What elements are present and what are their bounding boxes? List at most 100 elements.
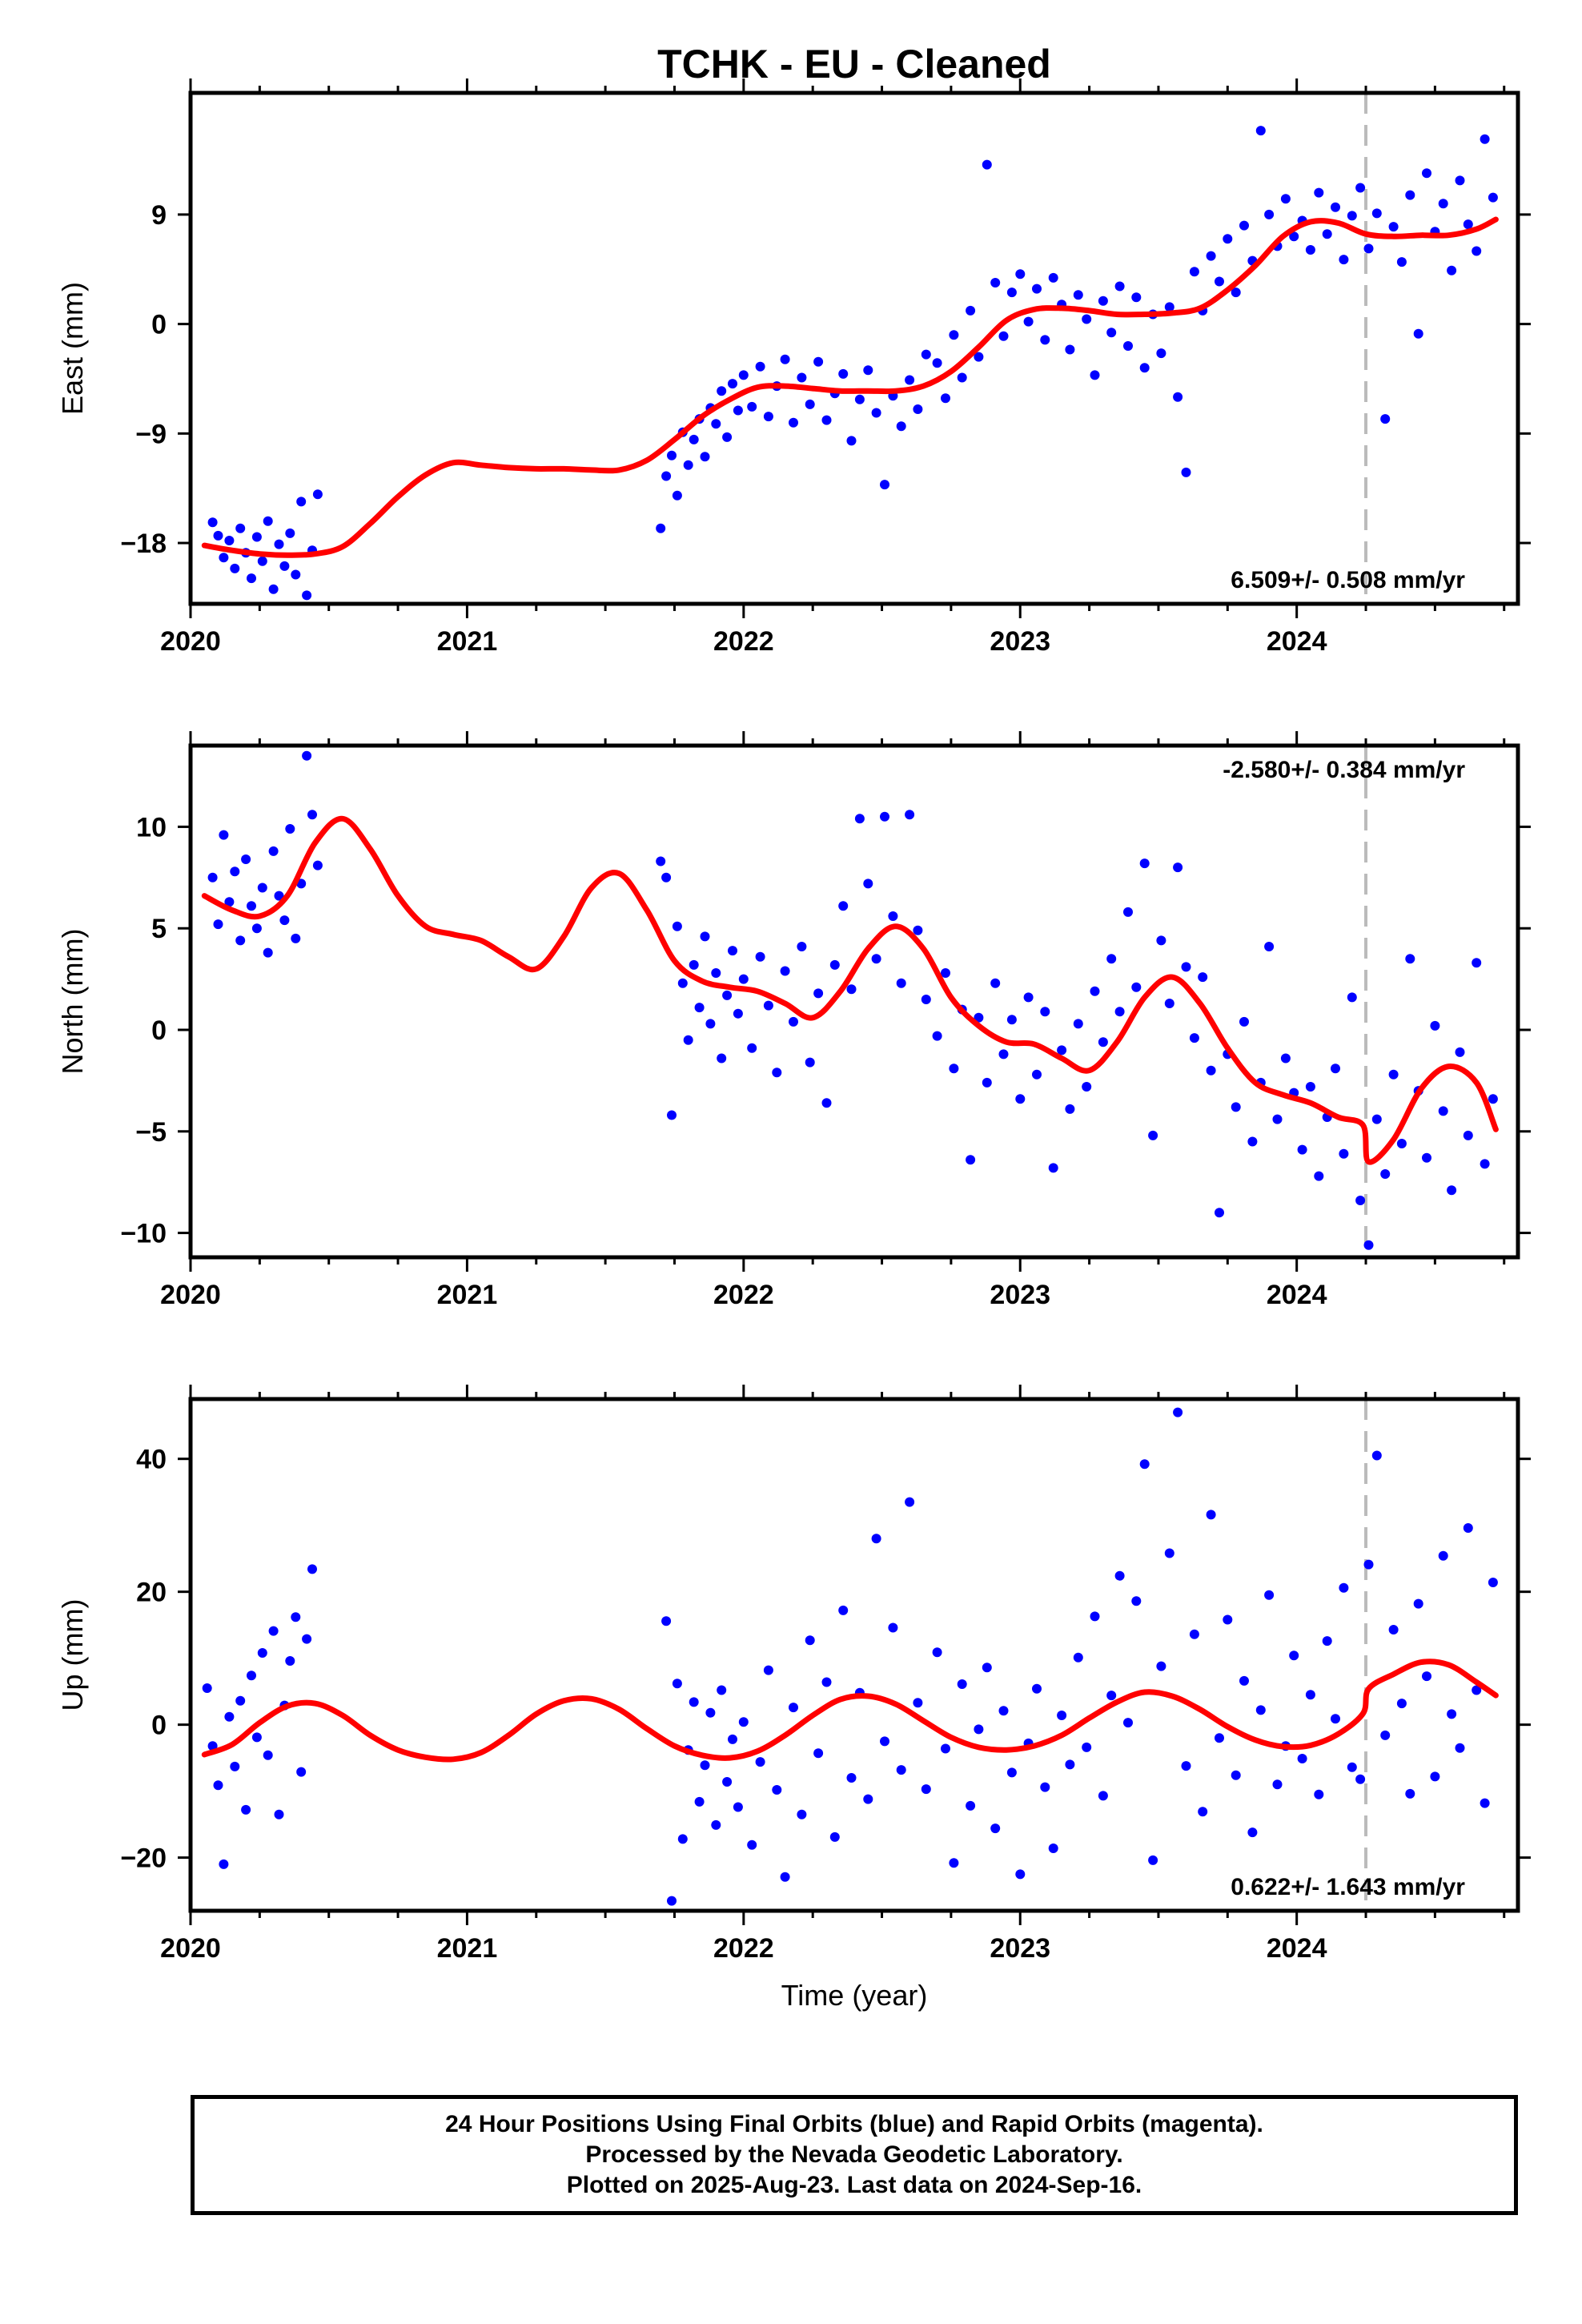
north-data-point xyxy=(1331,1063,1340,1074)
east-data-point xyxy=(257,556,267,566)
up-data-point xyxy=(1048,1844,1058,1853)
east-data-point xyxy=(966,305,976,316)
north-data-point xyxy=(251,923,262,934)
north-data-point xyxy=(274,891,284,901)
up-data-point xyxy=(235,1695,246,1706)
east-data-point xyxy=(1371,208,1382,219)
north-data-point xyxy=(1040,1007,1050,1017)
up-data-point xyxy=(1455,1743,1465,1753)
up-data-point xyxy=(1173,1407,1183,1417)
east-data-point xyxy=(1173,392,1183,402)
footer-line-2: Processed by the Nevada Geodetic Laborat… xyxy=(585,2141,1123,2168)
up-data-point xyxy=(1189,1629,1199,1639)
east-data-point xyxy=(1206,251,1216,261)
up-data-point xyxy=(1488,1578,1498,1587)
east-data-point xyxy=(854,394,865,404)
east-data-point xyxy=(1231,287,1241,298)
east-data-point xyxy=(1189,267,1199,277)
up-data-point xyxy=(241,1804,251,1815)
up-data-point xyxy=(207,1741,218,1751)
up-data-point xyxy=(880,1736,889,1747)
up-data-point xyxy=(1032,1683,1042,1694)
up-data-point xyxy=(1472,1685,1482,1695)
east-data-point xyxy=(880,480,889,490)
east-data-point xyxy=(1463,219,1473,230)
up-data-point xyxy=(813,1748,824,1759)
north-data-point xyxy=(700,931,710,942)
up-data-point xyxy=(896,1765,906,1775)
north-y-tick-label: 5 xyxy=(151,914,167,944)
north-data-point xyxy=(1181,962,1191,972)
east-data-point xyxy=(1488,192,1498,203)
east-data-point xyxy=(821,415,832,425)
east-data-point xyxy=(689,434,699,444)
north-data-point xyxy=(1164,999,1174,1008)
east-data-point xyxy=(846,436,857,446)
north-data-point xyxy=(733,1008,743,1019)
north-data-point xyxy=(1189,1033,1199,1043)
up-data-point xyxy=(1247,1827,1258,1838)
up-data-point xyxy=(949,1858,959,1868)
up-data-point xyxy=(1139,1459,1150,1470)
north-data-point xyxy=(888,911,898,921)
east-data-point xyxy=(235,523,246,533)
north-data-point xyxy=(307,810,317,820)
east-data-point xyxy=(1455,175,1465,186)
east-data-point xyxy=(291,569,301,580)
north-data-point xyxy=(932,1031,942,1041)
up-data-point xyxy=(1231,1770,1241,1780)
up-data-point xyxy=(1355,1774,1366,1784)
up-x-tick-label: 2021 xyxy=(437,1933,498,1964)
north-data-point xyxy=(813,988,824,999)
up-data-point xyxy=(829,1831,840,1842)
up-data-point xyxy=(219,1859,229,1869)
east-model-curve xyxy=(201,216,1499,558)
up-data-point xyxy=(1123,1718,1133,1728)
up-data-point xyxy=(667,1896,677,1906)
up-x-tick-label: 2022 xyxy=(713,1933,774,1964)
north-data-point xyxy=(667,1110,677,1120)
north-data-point xyxy=(1297,1144,1307,1155)
east-data-point xyxy=(1355,183,1366,193)
east-data-point xyxy=(661,471,672,481)
north-data-point xyxy=(1280,1053,1291,1063)
up-data-point xyxy=(838,1605,849,1615)
north-data-point xyxy=(1015,1094,1026,1104)
up-data-point xyxy=(1006,1767,1017,1778)
east-data-point xyxy=(700,452,710,462)
up-data-point xyxy=(257,1648,267,1658)
up-data-point xyxy=(661,1616,672,1626)
up-x-tick-label: 2020 xyxy=(160,1933,221,1964)
east-data-point xyxy=(711,419,721,429)
north-data-point xyxy=(1347,992,1357,1003)
up-data-point xyxy=(846,1773,857,1783)
up-data-point xyxy=(1438,1550,1448,1561)
east-data-point xyxy=(279,561,290,571)
north-data-point xyxy=(694,1003,705,1013)
north-data-point xyxy=(1198,972,1208,983)
north-data-point xyxy=(1106,954,1117,964)
east-data-point xyxy=(656,523,666,533)
east-data-point xyxy=(871,408,881,418)
east-data-point xyxy=(247,573,256,584)
east-data-point xyxy=(1314,187,1324,198)
up-data-point xyxy=(738,1717,749,1727)
east-frame xyxy=(188,90,1520,606)
north-data-point xyxy=(677,978,688,988)
east-data-point xyxy=(1106,328,1117,338)
east-data-point xyxy=(1331,202,1340,212)
up-data-point xyxy=(763,1665,773,1675)
east-data-point xyxy=(1223,234,1233,244)
north-data-point xyxy=(1472,958,1482,968)
footer-line-3: Plotted on 2025-Aug-23. Last data on 202… xyxy=(566,2172,1142,2198)
up-data-point xyxy=(1297,1754,1307,1763)
north-data-point xyxy=(257,883,267,893)
north-model-curve xyxy=(201,815,1499,1165)
north-data-point xyxy=(683,1035,693,1045)
north-data-point xyxy=(207,872,218,883)
north-data-point xyxy=(1405,954,1415,964)
north-data-point xyxy=(302,750,312,761)
north-y-tick-label: −5 xyxy=(135,1117,167,1148)
east-data-point xyxy=(1090,370,1100,380)
east-data-point xyxy=(1322,229,1332,239)
